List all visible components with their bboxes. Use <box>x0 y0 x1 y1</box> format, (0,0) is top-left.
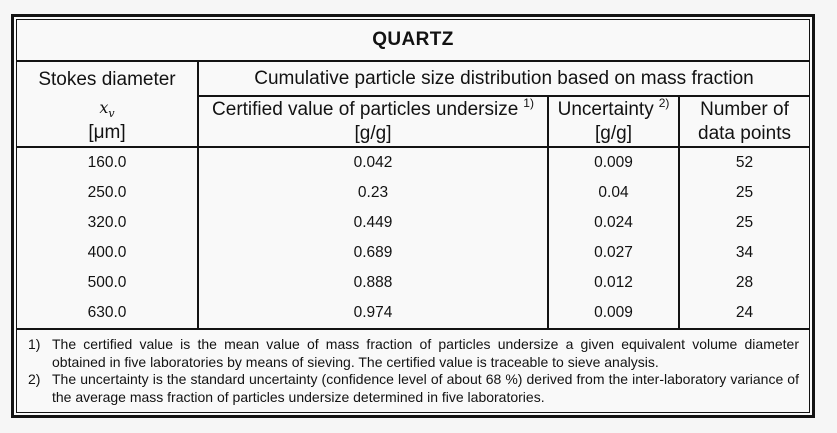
table-row: 250.0 0.23 0.04 25 <box>17 178 809 208</box>
distribution-group-header: Cumulative particle size distribution ba… <box>197 61 809 97</box>
uncertainty-value: 0.04 <box>547 178 679 208</box>
stokes-diameter-value: 630.0 <box>87 304 127 321</box>
stokes-symbol: xv <box>17 95 197 122</box>
column-header-row: Certified value of particles undersize 1)… <box>17 96 809 148</box>
uncertainty-value: 0.024 <box>547 208 679 238</box>
footnotes-section: 1) The certified value is the mean value… <box>17 328 809 412</box>
certified-values-table: QUARTZ Stokes diameter xv [μm] Cumulativ… <box>17 20 809 412</box>
footnote-2: 2) The uncertainty is the standard uncer… <box>22 371 799 406</box>
data-points-value: 25 <box>678 208 809 238</box>
certified-value: 0.449 <box>197 208 548 238</box>
footnote-2-text: The uncertainty is the standard uncertai… <box>52 371 799 405</box>
stokes-diameter-value: 320.0 <box>87 214 127 231</box>
footnote-ref-1: 1) <box>523 96 534 111</box>
footnote-2-marker: 2) <box>28 371 41 387</box>
footnotes-row: 1) The certified value is the mean value… <box>17 328 809 412</box>
group-header-row: Stokes diameter xv [μm] Cumulative parti… <box>17 61 809 148</box>
table-inner-frame: QUARTZ Stokes diameter xv [μm] Cumulativ… <box>16 19 810 413</box>
data-points-value: 25 <box>678 178 809 208</box>
stokes-diameter-value: 160.0 <box>87 154 127 171</box>
certified-header-label: Certified value of particles undersize 1) <box>212 96 534 120</box>
footnote-ref-2: 2) <box>658 96 670 111</box>
stokes-diameter-value: 500.0 <box>87 274 127 291</box>
footnote-1-marker: 1) <box>28 336 41 352</box>
certified-value: 0.23 <box>197 178 548 208</box>
data-points-value: 34 <box>678 238 809 268</box>
table-row: 160.0 0.042 0.009 52 <box>17 147 809 178</box>
datapoints-header-line1: Number of <box>700 98 789 120</box>
table-title: QUARTZ <box>17 20 809 62</box>
footnote-1: 1) The certified value is the mean value… <box>22 336 799 371</box>
uncertainty-header-unit: [g/g] <box>595 122 632 144</box>
stokes-unit: [μm] <box>88 122 126 143</box>
table-outer-frame: QUARTZ Stokes diameter xv [μm] Cumulativ… <box>11 14 815 418</box>
certified-value: 0.888 <box>197 268 548 298</box>
table-row: 320.0 0.449 0.024 25 <box>17 208 809 238</box>
table-row: 400.0 0.689 0.027 34 <box>17 238 809 268</box>
certified-value: 0.042 <box>197 147 548 178</box>
stokes-diameter-value: 250.0 <box>87 184 127 201</box>
uncertainty-header-label: Uncertainty 2) <box>557 96 670 120</box>
stokes-symbol-x: x <box>99 98 109 117</box>
uncertainty-column-header: Uncertainty 2) [g/g] <box>547 96 679 148</box>
data-points-value: 24 <box>678 298 809 329</box>
data-points-value: 28 <box>678 268 809 298</box>
uncertainty-value: 0.009 <box>547 147 679 178</box>
datapoints-header-line2: data points <box>698 122 791 144</box>
certified-header-unit: [g/g] <box>354 122 392 144</box>
table-row: 630.0 0.974 0.009 24 <box>17 298 809 329</box>
stokes-diameter-header: Stokes diameter xv [μm] <box>17 61 198 148</box>
stokes-diameter-value: 400.0 <box>87 244 127 261</box>
footnote-1-text: The certified value is the mean value of… <box>52 336 799 370</box>
title-row: QUARTZ <box>17 20 809 62</box>
table-row: 500.0 0.888 0.012 28 <box>17 268 809 298</box>
data-points-value: 52 <box>678 147 809 178</box>
certified-value: 0.689 <box>197 238 548 268</box>
certified-value: 0.974 <box>197 298 548 329</box>
uncertainty-value: 0.009 <box>547 298 679 329</box>
datapoints-column-header: Number of data points <box>678 96 809 148</box>
uncertainty-value: 0.027 <box>547 238 679 268</box>
stokes-symbol-subscript: v <box>108 107 115 121</box>
certified-column-header: Certified value of particles undersize 1)… <box>197 96 548 148</box>
stokes-diameter-label: Stokes diameter <box>38 69 176 90</box>
uncertainty-value: 0.012 <box>547 268 679 298</box>
